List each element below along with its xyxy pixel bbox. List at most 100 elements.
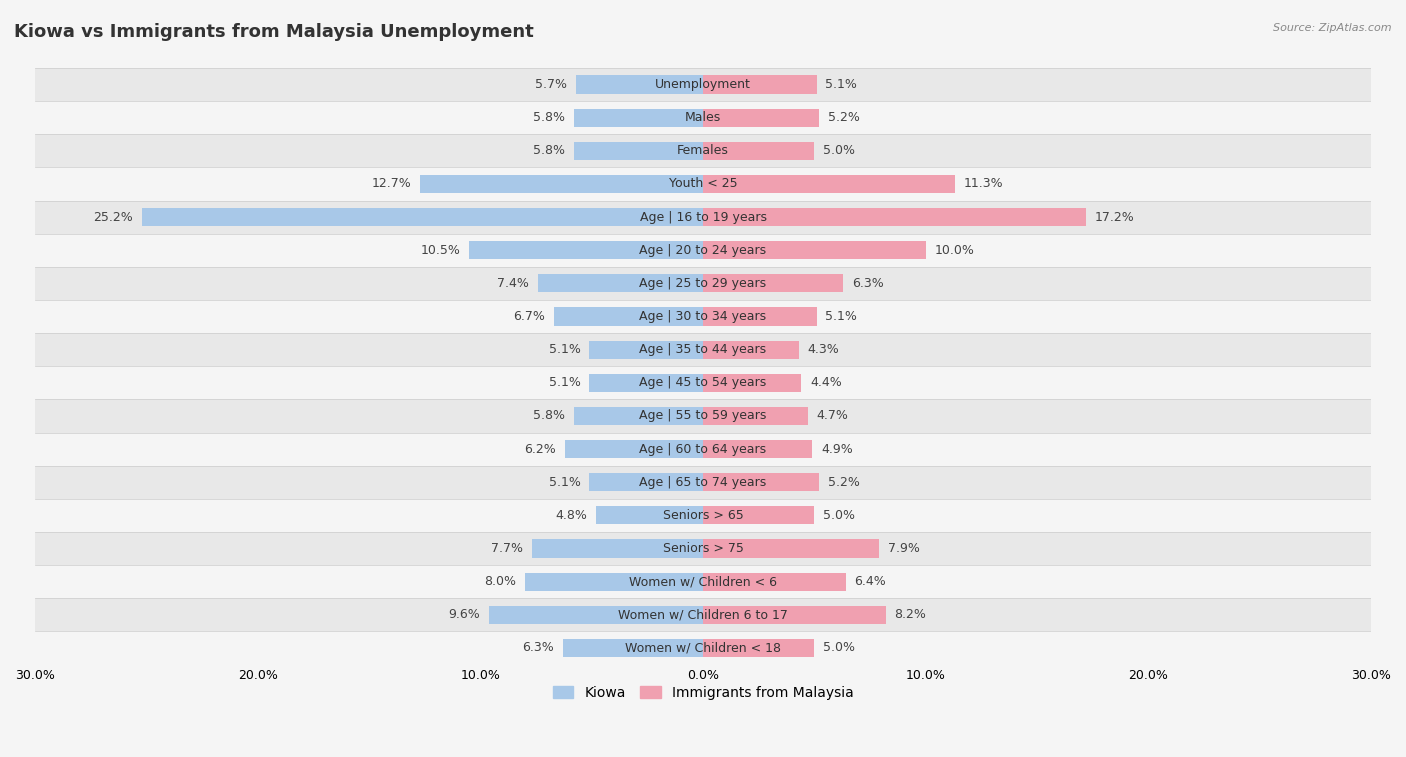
Bar <box>703 274 844 292</box>
Text: Seniors > 75: Seniors > 75 <box>662 542 744 555</box>
Text: Age | 55 to 59 years: Age | 55 to 59 years <box>640 410 766 422</box>
Bar <box>35 466 1371 499</box>
Text: 4.9%: 4.9% <box>821 443 853 456</box>
Bar <box>703 540 879 558</box>
Bar <box>35 598 1371 631</box>
Bar <box>531 540 703 558</box>
Text: 17.2%: 17.2% <box>1095 210 1135 223</box>
Text: Age | 16 to 19 years: Age | 16 to 19 years <box>640 210 766 223</box>
Text: Women w/ Children < 6: Women w/ Children < 6 <box>628 575 778 588</box>
Bar <box>703 76 817 94</box>
Bar <box>703 374 801 392</box>
Bar <box>35 366 1371 400</box>
Bar <box>703 208 1085 226</box>
Text: 6.3%: 6.3% <box>522 641 554 654</box>
Bar <box>703 307 817 326</box>
Text: 5.1%: 5.1% <box>825 310 858 323</box>
Bar <box>420 175 703 193</box>
Text: 6.4%: 6.4% <box>855 575 886 588</box>
Text: 5.8%: 5.8% <box>533 145 565 157</box>
Text: 10.0%: 10.0% <box>935 244 974 257</box>
Bar <box>574 108 703 127</box>
Bar <box>703 606 886 624</box>
Text: 6.3%: 6.3% <box>852 277 884 290</box>
Text: Age | 35 to 44 years: Age | 35 to 44 years <box>640 343 766 356</box>
Legend: Kiowa, Immigrants from Malaysia: Kiowa, Immigrants from Malaysia <box>547 680 859 706</box>
Text: Age | 45 to 54 years: Age | 45 to 54 years <box>640 376 766 389</box>
Text: Kiowa vs Immigrants from Malaysia Unemployment: Kiowa vs Immigrants from Malaysia Unempl… <box>14 23 534 41</box>
Text: 5.2%: 5.2% <box>828 475 859 489</box>
Text: 5.1%: 5.1% <box>548 475 581 489</box>
Bar <box>35 532 1371 565</box>
Text: Age | 60 to 64 years: Age | 60 to 64 years <box>640 443 766 456</box>
Text: 8.0%: 8.0% <box>484 575 516 588</box>
Text: 5.7%: 5.7% <box>536 78 567 91</box>
Text: 25.2%: 25.2% <box>93 210 134 223</box>
Bar <box>35 499 1371 532</box>
Text: 8.2%: 8.2% <box>894 609 927 621</box>
Text: 4.4%: 4.4% <box>810 376 842 389</box>
Text: 5.2%: 5.2% <box>828 111 859 124</box>
Text: Males: Males <box>685 111 721 124</box>
Text: 5.0%: 5.0% <box>824 145 855 157</box>
Bar <box>35 201 1371 234</box>
Text: 5.1%: 5.1% <box>548 376 581 389</box>
Text: 12.7%: 12.7% <box>371 177 412 191</box>
Bar <box>142 208 703 226</box>
Text: Age | 25 to 29 years: Age | 25 to 29 years <box>640 277 766 290</box>
Text: Youth < 25: Youth < 25 <box>669 177 737 191</box>
Text: Females: Females <box>678 145 728 157</box>
Text: 4.8%: 4.8% <box>555 509 588 522</box>
Text: Source: ZipAtlas.com: Source: ZipAtlas.com <box>1274 23 1392 33</box>
Text: 6.2%: 6.2% <box>524 443 555 456</box>
Text: 5.1%: 5.1% <box>548 343 581 356</box>
Bar <box>565 440 703 458</box>
Bar <box>470 241 703 260</box>
Text: 5.0%: 5.0% <box>824 641 855 654</box>
Text: 6.7%: 6.7% <box>513 310 546 323</box>
Bar <box>703 108 818 127</box>
Text: 9.6%: 9.6% <box>449 609 481 621</box>
Bar <box>35 565 1371 598</box>
Bar <box>576 76 703 94</box>
Bar <box>35 631 1371 665</box>
Text: 7.7%: 7.7% <box>491 542 523 555</box>
Bar <box>703 341 799 359</box>
Bar <box>538 274 703 292</box>
Bar <box>35 234 1371 266</box>
Bar <box>35 167 1371 201</box>
Bar <box>703 241 925 260</box>
Text: Age | 20 to 24 years: Age | 20 to 24 years <box>640 244 766 257</box>
Text: 5.1%: 5.1% <box>825 78 858 91</box>
Bar <box>35 432 1371 466</box>
Bar <box>703 572 845 590</box>
Text: Age | 30 to 34 years: Age | 30 to 34 years <box>640 310 766 323</box>
Bar <box>703 440 813 458</box>
Bar <box>589 341 703 359</box>
Text: Women w/ Children 6 to 17: Women w/ Children 6 to 17 <box>619 609 787 621</box>
Text: 10.5%: 10.5% <box>420 244 460 257</box>
Text: 7.9%: 7.9% <box>887 542 920 555</box>
Bar <box>589 473 703 491</box>
Bar <box>703 506 814 525</box>
Text: 11.3%: 11.3% <box>963 177 1002 191</box>
Text: 4.7%: 4.7% <box>817 410 848 422</box>
Bar <box>35 333 1371 366</box>
Text: 5.0%: 5.0% <box>824 509 855 522</box>
Bar <box>703 142 814 160</box>
Text: Unemployment: Unemployment <box>655 78 751 91</box>
Bar <box>574 407 703 425</box>
Text: 4.3%: 4.3% <box>807 343 839 356</box>
Bar <box>35 134 1371 167</box>
Text: Women w/ Children < 18: Women w/ Children < 18 <box>626 641 780 654</box>
Bar <box>703 175 955 193</box>
Text: 7.4%: 7.4% <box>498 277 529 290</box>
Bar <box>524 572 703 590</box>
Text: 5.8%: 5.8% <box>533 111 565 124</box>
Bar <box>703 407 807 425</box>
Bar <box>35 300 1371 333</box>
Bar <box>35 400 1371 432</box>
Text: 5.8%: 5.8% <box>533 410 565 422</box>
Bar <box>703 473 818 491</box>
Text: Age | 65 to 74 years: Age | 65 to 74 years <box>640 475 766 489</box>
